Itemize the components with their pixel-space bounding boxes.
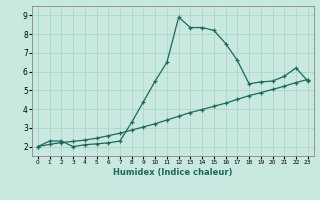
- X-axis label: Humidex (Indice chaleur): Humidex (Indice chaleur): [113, 168, 233, 177]
